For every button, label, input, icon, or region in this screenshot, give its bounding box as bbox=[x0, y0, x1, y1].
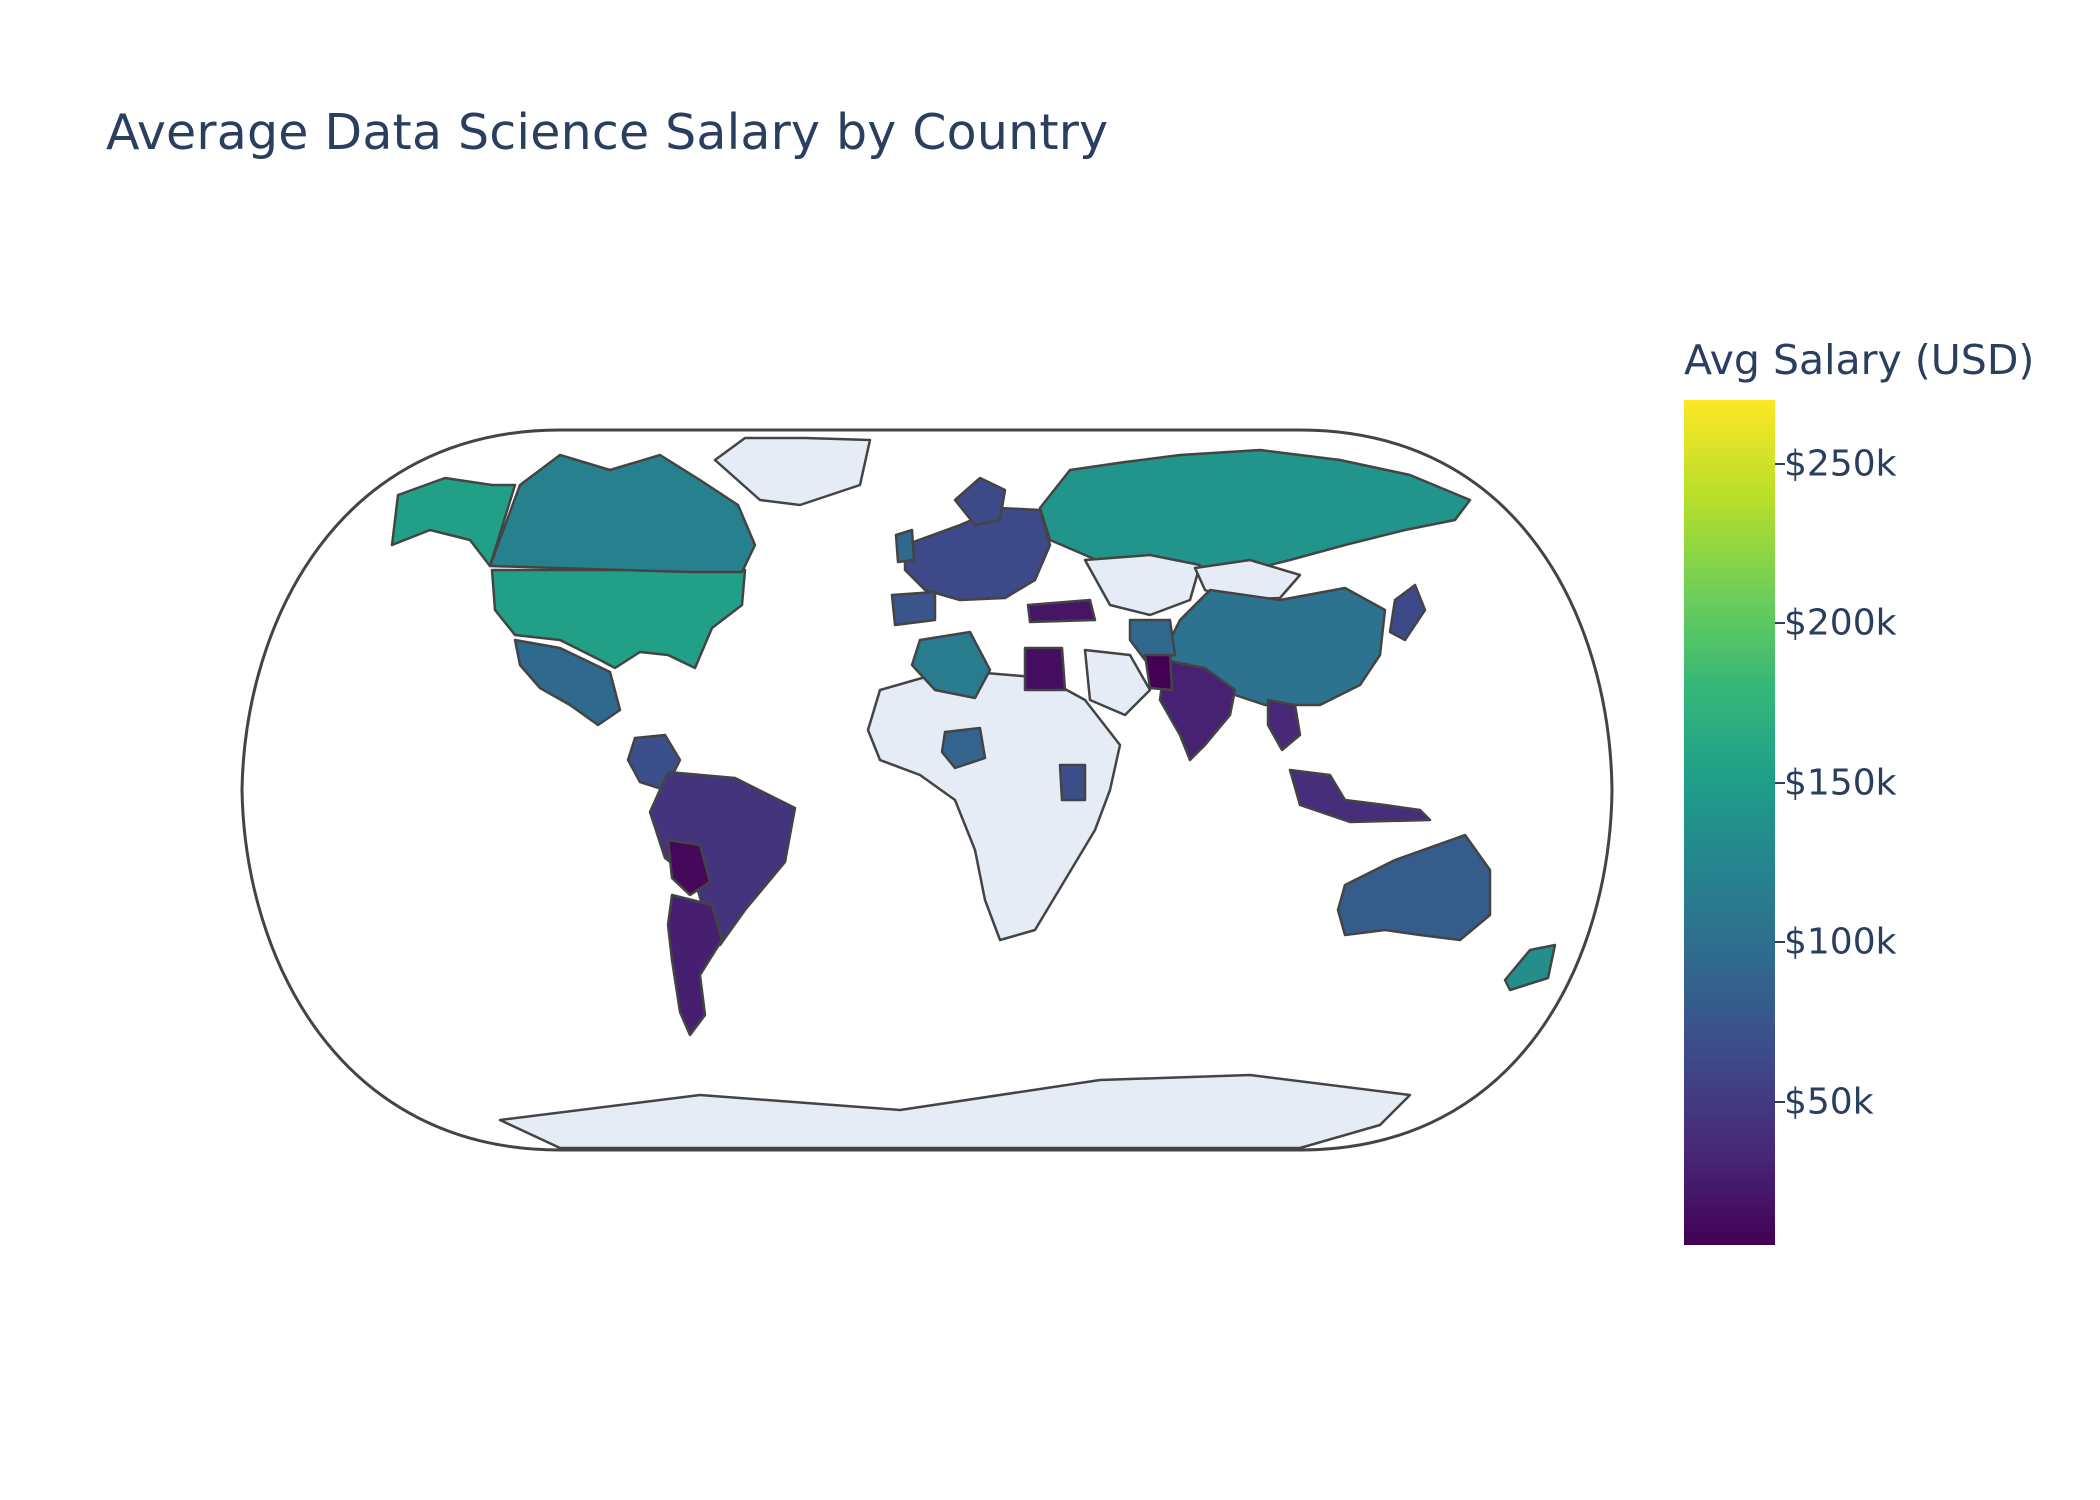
region-algeria[interactable] bbox=[910, 630, 992, 700]
region-new-zealand[interactable] bbox=[1503, 943, 1557, 992]
colorbar-tick-label: $250k bbox=[1784, 443, 1897, 485]
region-mexico[interactable] bbox=[513, 638, 622, 727]
region-saudi-arabia bbox=[1083, 648, 1152, 717]
region-scandinavia bbox=[953, 476, 1007, 527]
region-canada[interactable] bbox=[488, 453, 757, 574]
region-nigeria[interactable] bbox=[940, 726, 987, 770]
region-turkey[interactable] bbox=[1026, 598, 1097, 624]
region-mongolia bbox=[1193, 558, 1302, 602]
colorbar-tick-mark bbox=[1775, 1100, 1785, 1103]
chart-title: Average Data Science Salary by Country bbox=[106, 104, 1109, 161]
region-bolivia[interactable] bbox=[666, 838, 712, 897]
region-kazakhstan bbox=[1083, 553, 1202, 617]
region-thailand[interactable] bbox=[1266, 698, 1302, 752]
colorbar bbox=[1684, 400, 1775, 1245]
region-australia[interactable] bbox=[1336, 833, 1492, 942]
region-egypt[interactable] bbox=[1023, 646, 1067, 692]
region-africa bbox=[866, 668, 1122, 942]
region-argentina[interactable] bbox=[666, 893, 724, 1037]
region-kenya[interactable] bbox=[1058, 763, 1087, 802]
region-india[interactable] bbox=[1158, 658, 1237, 762]
colorbar-tick-mark bbox=[1775, 622, 1785, 625]
colorbar-tick-mark bbox=[1775, 781, 1785, 784]
colorbar-tick-mark bbox=[1775, 462, 1785, 465]
region-japan bbox=[1388, 583, 1427, 642]
region-united-kingdom bbox=[894, 528, 916, 564]
colorbar-tick-label: $50k bbox=[1784, 1081, 1874, 1122]
colorbar-tick-mark bbox=[1775, 941, 1785, 944]
region-united-states[interactable] bbox=[490, 568, 747, 670]
region-alaska bbox=[390, 476, 517, 568]
colorbar-tick-label: $100k bbox=[1784, 921, 1897, 963]
region-greenland[interactable] bbox=[713, 436, 872, 507]
region-pakistan bbox=[1143, 653, 1174, 692]
region-spain[interactable] bbox=[890, 590, 937, 627]
region-antarctica bbox=[498, 1073, 1412, 1150]
colorbar-title: Avg Salary (USD) bbox=[1684, 336, 2035, 384]
colorbar-tick-label: $150k bbox=[1784, 762, 1897, 804]
region-indonesia[interactable] bbox=[1288, 768, 1432, 824]
colorbar-tick-label: $200k bbox=[1784, 602, 1897, 644]
